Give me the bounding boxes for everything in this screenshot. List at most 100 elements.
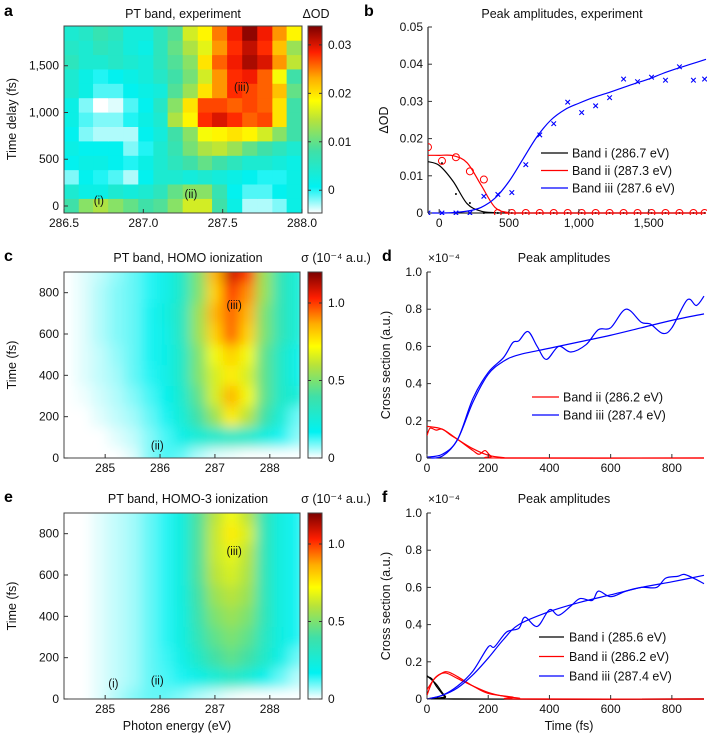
panel-a: a PT band, experiment ΔOD 0 0.01 0.02 0.03 (i) (…	[4, 3, 352, 230]
heatmap-cell	[173, 523, 191, 545]
heatmap-cell	[167, 198, 184, 213]
x-tick-label: 287	[205, 702, 225, 716]
heatmap-cell	[242, 40, 258, 56]
heatmap-cell	[157, 605, 175, 627]
heatmap-cell	[222, 323, 240, 345]
heatmap-cell	[182, 40, 199, 56]
heatmap-cell	[123, 126, 139, 142]
heatmap-cell	[242, 83, 258, 99]
heatmap-cell	[173, 647, 191, 669]
heatmap-cell	[239, 585, 257, 607]
heatmap-cell	[173, 543, 191, 565]
heatmap-cell	[78, 54, 94, 70]
heatmap-cell	[206, 585, 224, 607]
heatmap-cell	[222, 688, 240, 699]
panel-letter: b	[364, 3, 374, 20]
series-raw-line	[427, 427, 705, 459]
heatmap-cell	[140, 282, 158, 304]
heatmap-cell	[124, 364, 142, 386]
series-2	[427, 295, 705, 459]
heatmap-cell	[182, 169, 199, 185]
heatmap-cell	[78, 183, 94, 199]
heatmap-cell	[189, 385, 207, 407]
plot-area	[428, 58, 707, 215]
heatmap-cell	[64, 688, 76, 699]
heatmap-cell	[212, 140, 228, 156]
heatmap-cell	[272, 564, 290, 586]
heatmap-cell	[91, 688, 109, 699]
heatmap-cell	[64, 426, 76, 448]
panel-b: b Peak amplitudes, experiment Band i (286.…	[364, 3, 707, 230]
heatmap-cell	[189, 282, 207, 304]
panel-title: Peak amplitudes	[518, 251, 610, 265]
heatmap-cell	[197, 183, 213, 199]
heatmap-cell	[91, 585, 109, 607]
heatmap-cell	[242, 97, 258, 113]
legend-label: Band ii (287.3 eV)	[572, 164, 672, 178]
heatmap-cell	[288, 447, 300, 458]
heatmap-cell	[257, 26, 273, 41]
y-tick-label: 1.0	[405, 265, 422, 279]
heatmap-cell	[272, 40, 288, 56]
heatmap-cell	[173, 667, 191, 689]
x-tick-label: 600	[601, 461, 621, 475]
heatmap-cell	[157, 344, 175, 366]
heatmap-cell	[74, 667, 92, 689]
heatmap-cell	[206, 543, 224, 565]
heatmap	[64, 26, 302, 213]
heatmap-cell	[173, 447, 191, 458]
heatmap-cell	[123, 54, 139, 70]
heatmap-cell	[153, 68, 169, 84]
heatmap-cell	[157, 364, 175, 386]
heatmap-cell	[64, 68, 80, 84]
x-tick-label: 285	[95, 702, 115, 716]
y-tick-label: 200	[39, 651, 59, 665]
heatmap-cell	[239, 302, 257, 324]
heatmap-cell	[182, 140, 199, 156]
heatmap-cell	[288, 385, 300, 407]
heatmap-cell	[124, 385, 142, 407]
heatmap-cell	[108, 97, 124, 113]
y-tick-label: 0.02	[400, 132, 424, 146]
heatmap-cell	[206, 447, 224, 458]
heatmap-cell	[272, 198, 288, 213]
y-tick-label: 0	[415, 451, 422, 465]
heatmap-cell	[239, 513, 257, 524]
x-tick-label: 200	[478, 461, 498, 475]
heatmap-cell	[153, 54, 169, 70]
y-tick-label: 400	[39, 609, 59, 623]
x-tick-label: 200	[478, 702, 498, 716]
heatmap-cell	[157, 426, 175, 448]
heatmap-cell	[288, 523, 300, 545]
heatmap-cell	[286, 155, 302, 171]
series-raw-line	[427, 295, 705, 458]
x-axis-label: Photon energy (eV)	[123, 719, 231, 733]
heatmap-cell	[124, 282, 142, 304]
heatmap-cell	[140, 647, 158, 669]
heatmap-cell	[140, 543, 158, 565]
heatmap-cell	[157, 406, 175, 428]
heatmap-cell	[74, 688, 92, 699]
heatmap-cell	[272, 302, 290, 324]
heatmap-cell	[286, 83, 302, 99]
heatmap-cell	[173, 302, 191, 324]
data-point-circle	[661, 209, 670, 215]
heatmap-cell	[93, 40, 109, 56]
y-tick-label: 1,000	[29, 105, 59, 119]
heatmap-cell	[272, 323, 290, 345]
heatmap-cell	[64, 140, 80, 156]
heatmap-cell	[239, 447, 257, 458]
y-axis-label: Cross section (a.u.)	[379, 311, 393, 419]
heatmap-cell	[64, 83, 80, 99]
heatmap-cell	[107, 585, 125, 607]
heatmap-cell	[189, 323, 207, 345]
heatmap-cell	[64, 282, 76, 304]
heatmap-cell	[173, 406, 191, 428]
heatmap-cell	[124, 523, 142, 545]
heatmap-cell	[227, 68, 243, 84]
region-annotation: (ii)	[151, 675, 164, 687]
y-tick-label: 0.05	[400, 20, 424, 34]
legend: Band i (286.7 eV) Band ii (287.3 eV) Band …	[541, 147, 675, 196]
heatmap-cell	[272, 626, 290, 648]
heatmap-cell	[257, 112, 273, 127]
